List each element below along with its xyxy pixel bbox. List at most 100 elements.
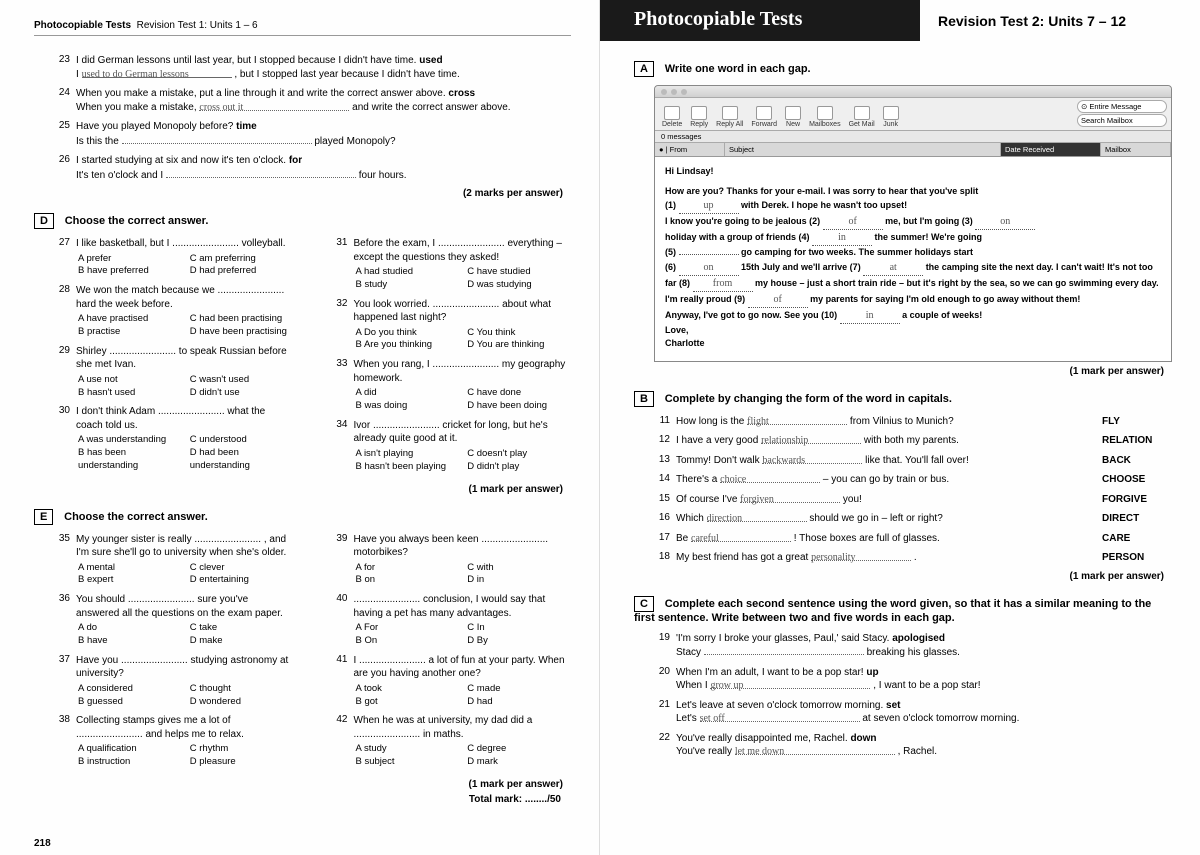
mcq-option[interactable]: D had preferred (190, 265, 294, 278)
left-header-sub: Revision Test 1: Units 1 – 6 (137, 20, 258, 31)
mcq-item: 36 You should ........................ s… (34, 593, 294, 648)
mcq-option[interactable]: A did (356, 387, 460, 400)
mcq-option[interactable]: D entertaining (190, 574, 294, 587)
mcq-option[interactable]: C had been practising (190, 313, 294, 326)
mcq-option[interactable]: B instruction (78, 756, 182, 769)
mcq-option[interactable]: C with (467, 562, 571, 575)
mcq-item: 28 We won the match because we .........… (34, 284, 294, 339)
mcq-option[interactable]: D didn't use (190, 387, 294, 400)
mcq-option[interactable]: D had (467, 696, 571, 709)
mcq-option[interactable]: A considered (78, 683, 182, 696)
mcq-option[interactable]: B got (356, 696, 460, 709)
mcq-option[interactable]: D in (467, 574, 571, 587)
mcq-option[interactable]: B guessed (78, 696, 182, 709)
mcq-item: 27 I like basketball, but I ............… (34, 237, 294, 278)
toolbar-button[interactable]: Reply All (713, 106, 746, 128)
mcq-option[interactable]: D wondered (190, 696, 294, 709)
toolbar-button[interactable]: Get Mail (846, 106, 878, 128)
mcq-option[interactable]: C clever (190, 562, 294, 575)
mcq-option[interactable]: B study (356, 279, 460, 292)
email-msgcount: 0 messages (655, 131, 1171, 143)
section-e-label: E (34, 509, 53, 525)
mcq-option[interactable]: B hasn't used (78, 387, 182, 400)
mcq-option[interactable]: D didn't play (467, 461, 571, 474)
mcq-option[interactable]: A have practised (78, 313, 182, 326)
marks-2: (2 marks per answer) (34, 188, 571, 199)
mcq-option[interactable]: B subject (356, 756, 460, 769)
toolbar-button[interactable]: Reply (687, 106, 711, 128)
mcq-option[interactable]: A Do you think (356, 327, 460, 340)
mcq-option[interactable]: A study (356, 743, 460, 756)
mcq-option[interactable]: D have been doing (467, 400, 571, 413)
toolbar-button[interactable]: New (782, 106, 804, 128)
toolbar-button[interactable]: Junk (880, 106, 902, 128)
mcq-option[interactable]: B On (356, 635, 460, 648)
mcq-option[interactable]: A mental (78, 562, 182, 575)
mcq-option[interactable]: D You are thinking (467, 339, 571, 352)
mcq-option[interactable]: D have been practising (190, 326, 294, 339)
mcq-option[interactable]: A had studied (356, 266, 460, 279)
wordform-item: 13 Tommy! Don't walk backwards like that… (634, 454, 1172, 468)
wordform-item: 14 There's a choice – you can go by trai… (634, 473, 1172, 487)
mcq-option[interactable]: C In (467, 622, 571, 635)
mcq-option[interactable]: B Are you thinking (356, 339, 460, 352)
mcq-option[interactable]: C thought (190, 683, 294, 696)
section-e-head: E Choose the correct answer. (34, 509, 571, 525)
wordform-item: 16 Which direction should we go in – lef… (634, 512, 1172, 526)
mcq-option[interactable]: B have (78, 635, 182, 648)
mcq-option[interactable]: D had been understanding (190, 447, 294, 473)
mcq-option[interactable]: A prefer (78, 253, 182, 266)
mcq-option[interactable]: C made (467, 683, 571, 696)
mcq-option[interactable]: A was understanding (78, 434, 182, 447)
mcq-option[interactable]: A took (356, 683, 460, 696)
mcq-option[interactable]: C understood (190, 434, 294, 447)
mcq-option[interactable]: A do (78, 622, 182, 635)
mcq-option[interactable]: B was doing (356, 400, 460, 413)
toolbar-button[interactable]: Delete (659, 106, 685, 128)
mcq-item: 42 When he was at university, my dad did… (312, 714, 572, 769)
mcq-option[interactable]: C You think (467, 327, 571, 340)
mcq-option[interactable]: D pleasure (190, 756, 294, 769)
mcq-option[interactable]: C am preferring (190, 253, 294, 266)
q25: 25 Have you played Monopoly before? time… (34, 120, 571, 148)
mcq-option[interactable]: A isn't playing (356, 448, 460, 461)
section-a-head: A Write one word in each gap. (634, 61, 1172, 77)
right-header: Photocopiable Tests Revision Test 2: Uni… (600, 0, 1200, 41)
mcq-option[interactable]: C doesn't play (467, 448, 571, 461)
toolbar-button[interactable]: Forward (748, 106, 780, 128)
right-header-sub: Revision Test 2: Units 7 – 12 (920, 13, 1126, 29)
mcq-item: 37 Have you ........................ stu… (34, 654, 294, 709)
mcq-option[interactable]: B practise (78, 326, 182, 339)
mcq-option[interactable]: C degree (467, 743, 571, 756)
mcq-option[interactable]: A for (356, 562, 460, 575)
right-page: Photocopiable Tests Revision Test 2: Uni… (600, 0, 1200, 855)
section-c-head: C Complete each second sentence using th… (634, 596, 1172, 624)
mcq-option[interactable]: B on (356, 574, 460, 587)
mcq-option[interactable]: C rhythm (190, 743, 294, 756)
mcq-option[interactable]: D make (190, 635, 294, 648)
mcq-item: 30 I don't think Adam ..................… (34, 405, 294, 472)
total-mark: Total mark: ......../50 (34, 794, 571, 805)
mcq-option[interactable]: B have preferred (78, 265, 182, 278)
left-header-title: Photocopiable Tests (34, 20, 131, 31)
mcq-option[interactable]: B has been understanding (78, 447, 182, 473)
mcq-option[interactable]: C take (190, 622, 294, 635)
toolbar-button[interactable]: Mailboxes (806, 106, 844, 128)
mcq-option[interactable]: A For (356, 622, 460, 635)
section-d-label: D (34, 213, 54, 229)
section-b-body: 11 How long is the flight from Vilnius t… (634, 415, 1172, 565)
mcq-option[interactable]: C wasn't used (190, 374, 294, 387)
mcq-option[interactable]: B expert (78, 574, 182, 587)
mcq-option[interactable]: C have studied (467, 266, 571, 279)
mcq-option[interactable]: D was studying (467, 279, 571, 292)
mcq-option[interactable]: B hasn't been playing (356, 461, 460, 474)
mcq-option[interactable]: D By (467, 635, 571, 648)
mcq-option[interactable]: C have done (467, 387, 571, 400)
mcq-option[interactable]: A qualification (78, 743, 182, 756)
wordform-item: 18 My best friend has got a great person… (634, 551, 1172, 565)
email-search: ⊙ Entire Message Search Mailbox (1077, 100, 1167, 128)
section-c-body: 19 'I'm sorry I broke your glasses, Paul… (634, 632, 1172, 759)
wordform-item: 15 Of course I've forgiven you! FORGIVE (634, 493, 1172, 507)
mcq-option[interactable]: A use not (78, 374, 182, 387)
mcq-option[interactable]: D mark (467, 756, 571, 769)
